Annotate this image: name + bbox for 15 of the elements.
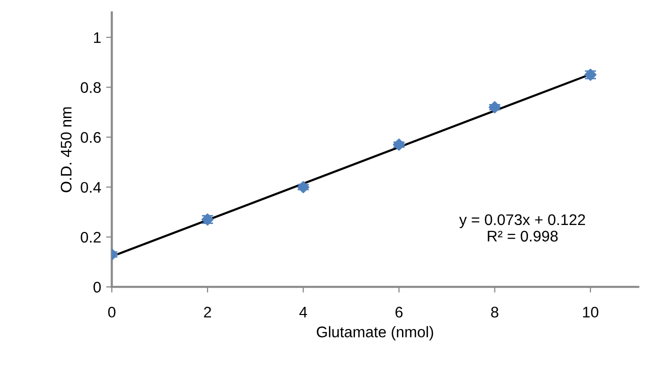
- x-tick-label: 10: [583, 306, 598, 318]
- x-tick-label: 0: [108, 306, 116, 318]
- x-axis-title: Glutamate (nmol): [316, 326, 434, 340]
- x-tick-label: 2: [204, 306, 212, 318]
- y-tick-label: 0.4: [80, 182, 101, 193]
- y-tick-label: 0.6: [80, 132, 101, 143]
- x-tick-label: 4: [299, 306, 308, 318]
- y-axis-title: O.D. 450 nm: [60, 107, 72, 192]
- y-tick-label: 0.8: [80, 82, 101, 93]
- y-tick-label: 1: [94, 32, 101, 43]
- annotation: y = 0.073x + 0.122 R² = 0.998: [459, 214, 585, 242]
- y-tick-label: 0: [93, 282, 101, 293]
- x-tick-label: 8: [491, 306, 498, 318]
- y-tick-label: 0.2: [80, 232, 101, 243]
- x-tick-label: 6: [396, 306, 403, 318]
